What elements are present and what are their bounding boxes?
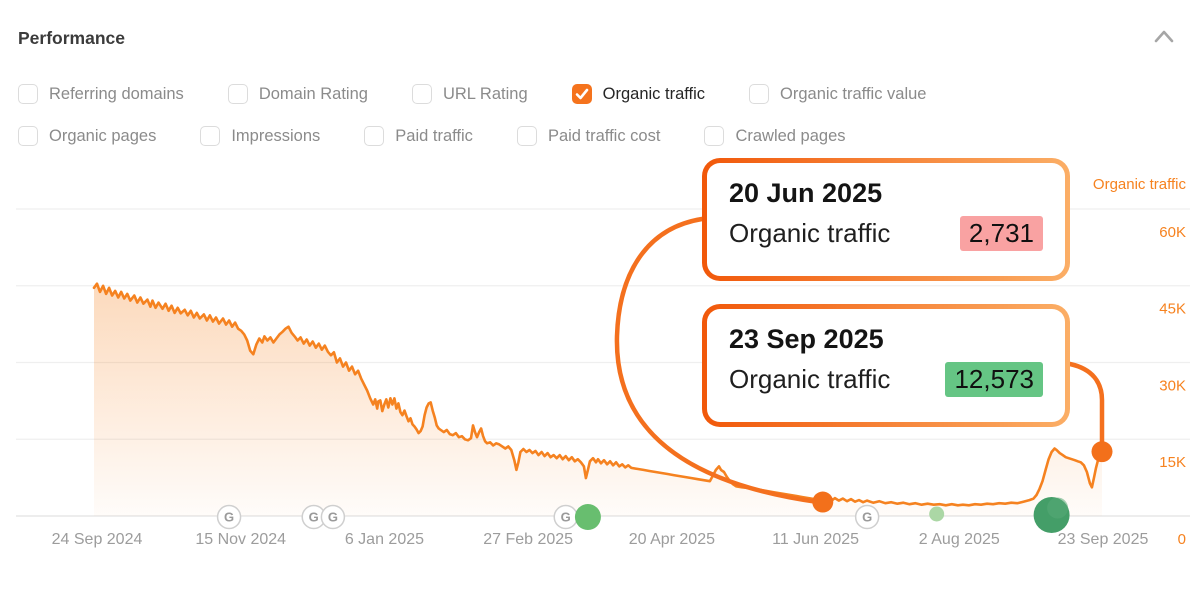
metric-label: URL Rating — [442, 84, 528, 103]
tooltip-date: 20 Jun 2025 — [729, 178, 883, 208]
unchecked-checkbox-icon[interactable] — [200, 126, 221, 146]
metric-toggle-paid-traffic-cost[interactable]: Paid traffic cost — [516, 126, 661, 146]
data-point-23-sep-2025[interactable] — [1091, 441, 1113, 463]
google-update-badge-letter: G — [862, 510, 872, 525]
panel-title: Performance — [18, 28, 125, 48]
x-axis-tick-label: 23 Sep 2025 — [1058, 531, 1149, 548]
metric-label: Domain Rating — [258, 84, 368, 103]
organic-traffic-area-fill — [94, 283, 1102, 516]
metric-label: Paid traffic — [395, 126, 473, 145]
x-axis-tick-label: 27 Feb 2025 — [483, 531, 573, 548]
google-update-badge-icon[interactable] — [320, 504, 346, 530]
data-point-20-jun-2025[interactable] — [812, 491, 834, 513]
tooltip-date: 23 Sep 2025 — [729, 324, 884, 354]
tooltip-value-badge: 12,573 — [945, 362, 1043, 397]
y-axis-tick-label: 60K — [1159, 224, 1186, 241]
metric-label: Impressions — [231, 126, 321, 145]
unchecked-checkbox-icon[interactable] — [704, 126, 725, 146]
metric-label: Organic pages — [49, 126, 157, 145]
unchecked-checkbox-icon[interactable] — [18, 84, 38, 104]
metric-label: Organic traffic value — [780, 84, 927, 103]
unchecked-checkbox-icon[interactable] — [227, 84, 248, 104]
metric-toggle-organic-traffic[interactable]: Organic traffic — [571, 84, 706, 104]
x-axis-tick-label: 2 Aug 2025 — [919, 531, 1000, 548]
metric-toggle-row-2: Organic pages Impressions Paid traffic Paid… — [18, 124, 846, 148]
google-update-badge-letter: G — [328, 510, 338, 525]
unchecked-checkbox-icon[interactable] — [516, 126, 537, 146]
metric-toggle-impressions[interactable]: Impressions — [200, 126, 320, 146]
metric-label: Organic traffic — [602, 84, 706, 103]
x-axis-tick-label: 20 Apr 2025 — [629, 531, 715, 548]
metric-label: Referring domains — [49, 84, 184, 103]
metric-toggle-referring-domains[interactable]: Referring domains — [18, 84, 184, 104]
metric-toggle-organic-traffic-value[interactable]: Organic traffic value — [749, 84, 926, 104]
organic-traffic-line — [92, 282, 1104, 507]
google-update-badge-letter: G — [309, 510, 319, 525]
x-axis-tick-label: 6 Jan 2025 — [345, 531, 424, 548]
x-axis-tick-label: 24 Sep 2024 — [52, 531, 143, 548]
tooltip-20-jun-2025: 20 Jun 2025 Organic traffic 2,731 — [702, 158, 1070, 281]
tooltip-leader-line-2 — [1067, 361, 1105, 452]
event-dot-overlay — [1047, 497, 1069, 519]
tooltip-metric-label: Organic traffic — [729, 218, 891, 249]
tooltip-leader-line-1 — [614, 216, 821, 505]
metric-toggle-organic-pages[interactable]: Organic pages — [18, 126, 156, 146]
metric-toggle-row-1: Referring domains Domain Rating URL Rating… — [18, 82, 926, 106]
y-axis-title: Organic traffic — [1093, 176, 1187, 193]
x-axis-tick-label: 11 Jun 2025 — [772, 531, 859, 548]
tooltip-metric-label: Organic traffic — [729, 364, 891, 395]
checked-checkbox-icon[interactable] — [571, 84, 592, 104]
x-axis-tick-label: 15 Nov 2024 — [195, 531, 286, 548]
y-axis-tick-label: 15K — [1159, 454, 1186, 471]
unchecked-checkbox-icon[interactable] — [18, 126, 38, 146]
metric-toggle-paid-traffic[interactable]: Paid traffic — [364, 126, 473, 146]
metric-toggle-domain-rating[interactable]: Domain Rating — [227, 84, 368, 104]
unchecked-checkbox-icon[interactable] — [411, 84, 432, 104]
google-update-badge-letter: G — [561, 510, 571, 525]
collapse-panel-button[interactable] — [1152, 28, 1176, 48]
unchecked-checkbox-icon[interactable] — [749, 84, 770, 104]
metric-label: Paid traffic cost — [547, 126, 661, 145]
chevron-up-icon — [1154, 30, 1174, 43]
google-update-badge-icon[interactable] — [216, 504, 242, 530]
google-update-badge-letter: G — [224, 510, 234, 525]
unchecked-checkbox-icon[interactable] — [364, 126, 385, 146]
event-dot-small[interactable] — [929, 506, 945, 522]
tooltip-value-badge: 2,731 — [959, 216, 1043, 251]
tooltip-23-sep-2025: 23 Sep 2025 Organic traffic 12,573 — [702, 304, 1070, 427]
metric-toggle-crawled-pages[interactable]: Crawled pages — [704, 126, 846, 146]
y-axis-tick-label: 30K — [1159, 377, 1186, 394]
google-update-badge-icon[interactable] — [854, 504, 880, 530]
metric-toggle-url-rating[interactable]: URL Rating — [411, 84, 528, 104]
y-axis-tick-label: 0 — [1178, 531, 1186, 548]
y-axis-tick-label: 45K — [1159, 301, 1186, 318]
event-dot-medium[interactable] — [574, 504, 601, 530]
metric-label: Crawled pages — [735, 126, 846, 145]
